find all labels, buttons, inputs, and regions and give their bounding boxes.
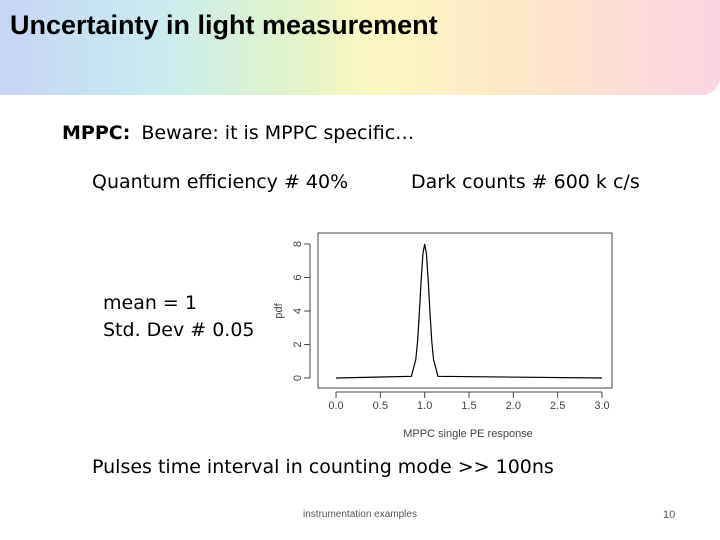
y-tick-label: 0 (292, 375, 304, 381)
x-tick-label: 1.5 (461, 400, 476, 412)
y-tick-label: 4 (292, 308, 304, 314)
plot-box (317, 232, 613, 389)
y-tick-label: 8 (292, 241, 304, 247)
footer-text: instrumentation examples (303, 509, 417, 520)
intro-label: MPPC: (62, 122, 131, 144)
pulses: Pulses time interval in counting mode >>… (92, 456, 554, 478)
x-tick-label: 2.0 (506, 400, 521, 412)
x-tick-label: 0.5 (373, 400, 388, 412)
std-dev: Std. Dev # 0.05 (103, 319, 255, 341)
intro: MPPC: Beware: it is MPPC specific… (62, 122, 414, 144)
page-number: 10 (663, 509, 676, 521)
y-axis-label: pdf (273, 302, 285, 318)
x-tick-label: 0.0 (328, 400, 343, 412)
slide-title: Uncertainty in light measurement (10, 10, 438, 40)
x-tick-label: 1.0 (417, 400, 432, 412)
mean: mean = 1 (103, 292, 197, 314)
x-tick-label: 3.0 (594, 400, 609, 412)
pdf-line (335, 243, 603, 379)
x-tick-label: 2.5 (550, 400, 565, 412)
x-axis-label: MPPC single PE response (403, 428, 533, 440)
intro-text: Beware: it is MPPC specific… (141, 122, 415, 144)
y-tick-label: 2 (292, 341, 304, 347)
y-tick-label: 6 (292, 274, 304, 280)
title-bar (0, 0, 720, 95)
quantum-efficiency: Quantum efficiency # 40% (92, 171, 349, 193)
dark-counts: Dark counts # 600 k c/s (411, 171, 640, 193)
